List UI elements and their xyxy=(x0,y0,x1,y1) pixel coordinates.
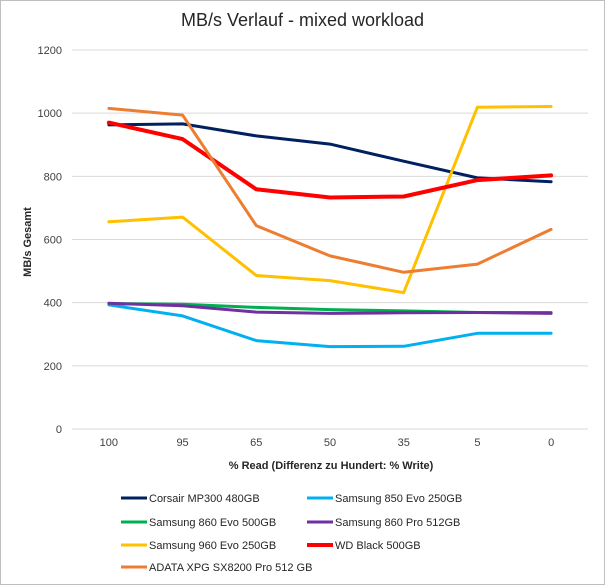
series-line-adata-xpg-sx8200-pro-512-gb xyxy=(107,106,553,274)
x-tick-label: 50 xyxy=(324,437,336,449)
legend-label-samsung-960-evo-250gb: Samsung 960 Evo 250GB xyxy=(149,540,276,552)
x-tick-label: 100 xyxy=(100,437,118,449)
y-tick-label: 0 xyxy=(56,424,62,436)
legend-label-samsung-860-pro-512gb: Samsung 860 Pro 512GB xyxy=(335,517,460,529)
legend-label-samsung-860-evo-500gb: Samsung 860 Evo 500GB xyxy=(149,517,276,529)
legend-label-adata-xpg-sx8200-pro-512-gb: ADATA XPG SX8200 Pro 512 GB xyxy=(149,562,312,574)
y-tick-label: 1200 xyxy=(38,45,62,57)
series-line-samsung-960-evo-250gb xyxy=(107,105,553,295)
x-tick-label: 0 xyxy=(548,437,554,449)
y-tick-label: 200 xyxy=(44,361,62,373)
series-line-samsung-860-pro-512gb xyxy=(107,301,553,315)
legend-label-corsair-mp300-480gb: Corsair MP300 480GB xyxy=(149,493,260,505)
x-axis-title: % Read (Differenz zu Hundert: % Write) xyxy=(229,460,434,472)
y-axis-title: MB/s Gesamt xyxy=(22,207,34,277)
series-line-corsair-mp300-480gb xyxy=(107,122,553,184)
x-tick-label: 95 xyxy=(176,437,188,449)
x-tick-label: 5 xyxy=(474,437,480,449)
x-tick-label: 35 xyxy=(398,437,410,449)
x-axis-ticks: 100 95 65 50 35 5 0 xyxy=(100,437,555,449)
y-tick-label: 400 xyxy=(44,298,62,310)
legend-label-wd-black-500gb: WD Black 500GB xyxy=(335,540,421,552)
series-lines xyxy=(106,105,554,349)
series-line-samsung-850-evo-250gb xyxy=(107,303,553,349)
legend: Corsair MP300 480GB Samsung 850 Evo 250GB… xyxy=(121,493,462,574)
y-axis-ticks: 0 200 400 600 800 1000 1200 xyxy=(38,45,62,436)
y-tick-label: 1000 xyxy=(38,108,62,120)
y-tick-label: 800 xyxy=(44,171,62,183)
legend-label-samsung-850-evo-250gb: Samsung 850 Evo 250GB xyxy=(335,493,462,505)
series-line-wd-black-500gb xyxy=(106,120,554,200)
y-tick-label: 600 xyxy=(44,235,62,247)
chart-title: MB/s Verlauf - mixed workload xyxy=(180,10,425,30)
x-tick-label: 65 xyxy=(250,437,262,449)
